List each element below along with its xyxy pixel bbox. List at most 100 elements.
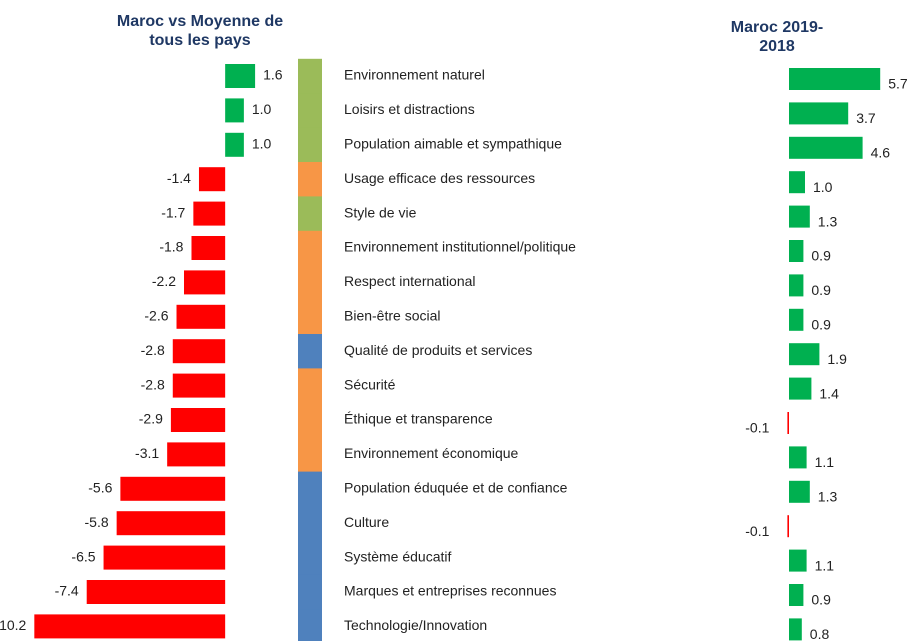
category-label: Usage efficace des ressources xyxy=(344,170,535,186)
value-label: 1.1 xyxy=(815,557,835,573)
category-band xyxy=(298,127,322,163)
bar xyxy=(116,511,226,536)
category-label: Population aimable et sympathique xyxy=(344,136,562,152)
bar xyxy=(170,408,226,432)
value-label: 0.9 xyxy=(811,282,831,298)
value-label: 4.6 xyxy=(871,145,891,161)
bar xyxy=(172,373,226,398)
value-label: -6.5 xyxy=(71,548,95,564)
bar xyxy=(193,201,226,226)
value-label: 3.7 xyxy=(856,110,876,126)
value-label: -5.6 xyxy=(88,480,112,496)
bar xyxy=(789,377,812,400)
category-label: Respect international xyxy=(344,273,476,289)
value-label: -2.8 xyxy=(141,376,165,392)
bar xyxy=(789,171,805,194)
bar xyxy=(789,240,804,262)
category-label: Environnement institutionnel/politique xyxy=(344,239,576,255)
category-band xyxy=(298,334,322,369)
bar xyxy=(787,515,789,538)
category-label: Bien-être social xyxy=(344,308,441,324)
value-label: -10.2 xyxy=(0,617,27,633)
category-band xyxy=(298,162,322,197)
category-label: Sécurité xyxy=(344,376,396,392)
value-label: 1.3 xyxy=(818,213,838,229)
category-band xyxy=(298,402,322,438)
bar xyxy=(172,339,226,364)
value-label: -1.7 xyxy=(161,204,185,220)
bar xyxy=(225,98,244,123)
category-label: Style de vie xyxy=(344,204,417,220)
category-label: Environnement économique xyxy=(344,445,519,461)
category-band xyxy=(298,58,322,94)
value-label: 1.9 xyxy=(827,351,847,367)
category-label: Qualité de produits et services xyxy=(344,342,532,358)
value-label: -0.1 xyxy=(745,420,769,436)
bar xyxy=(789,480,810,503)
value-label: -0.1 xyxy=(745,523,769,539)
category-band xyxy=(298,540,322,576)
bar xyxy=(789,68,881,90)
bar xyxy=(184,270,226,295)
category-label: Technologie/Innovation xyxy=(344,617,487,633)
category-label: Loisirs et distractions xyxy=(344,101,475,117)
category-label: Marques et entreprises reconnues xyxy=(344,583,556,599)
bar xyxy=(787,412,789,434)
category-band xyxy=(298,368,322,404)
value-label: -2.6 xyxy=(144,308,168,324)
bar xyxy=(225,132,244,157)
bar xyxy=(86,580,226,604)
value-label: 0.9 xyxy=(811,248,831,264)
value-label: 0.8 xyxy=(810,626,830,641)
value-label: -2.8 xyxy=(141,342,165,358)
category-band xyxy=(298,609,322,641)
category-label: Environnement naturel xyxy=(344,67,485,83)
bar xyxy=(789,274,804,297)
category-label: Population éduquée et de confiance xyxy=(344,480,568,496)
category-band xyxy=(298,230,322,266)
bar xyxy=(176,304,226,329)
chart-title: Maroc vs Moyenne de tous les pays xyxy=(116,13,284,49)
value-label: -2.2 xyxy=(152,273,176,289)
value-label: 5.7 xyxy=(888,76,908,92)
value-label: 0.9 xyxy=(811,317,831,333)
bar xyxy=(789,618,802,641)
bar xyxy=(789,205,810,228)
bar xyxy=(789,102,849,125)
bar xyxy=(789,308,804,331)
bar xyxy=(167,442,226,467)
category-label: Système éducatif xyxy=(344,548,451,564)
bar xyxy=(789,136,863,159)
bar xyxy=(103,545,226,570)
value-label: -3.1 xyxy=(135,445,159,461)
category-band xyxy=(298,506,322,541)
category-band xyxy=(298,93,322,129)
value-label: 1.0 xyxy=(813,179,833,195)
bar xyxy=(789,446,807,469)
value-label: -1.8 xyxy=(159,239,183,255)
category-label: Éthique et transparence xyxy=(344,411,493,427)
category-band xyxy=(298,574,322,610)
value-label: 1.1 xyxy=(815,454,835,470)
chart-title: Maroc 2019-2018 xyxy=(730,19,824,55)
category-label: Culture xyxy=(344,514,389,530)
category-band xyxy=(298,265,322,301)
bar xyxy=(789,343,820,366)
value-label: -5.8 xyxy=(85,514,109,530)
value-label: 1.0 xyxy=(252,101,272,117)
category-band xyxy=(298,299,322,335)
bar xyxy=(225,64,256,88)
value-label: -2.9 xyxy=(139,411,163,427)
bar xyxy=(120,476,226,501)
value-label: -1.4 xyxy=(167,170,191,186)
value-label: -7.4 xyxy=(55,583,79,599)
category-band xyxy=(298,196,322,232)
value-label: 1.0 xyxy=(252,136,272,152)
category-band xyxy=(298,437,322,473)
category-band xyxy=(298,471,322,507)
bar xyxy=(34,614,226,639)
value-label: 1.4 xyxy=(819,385,839,401)
bar xyxy=(789,549,807,572)
